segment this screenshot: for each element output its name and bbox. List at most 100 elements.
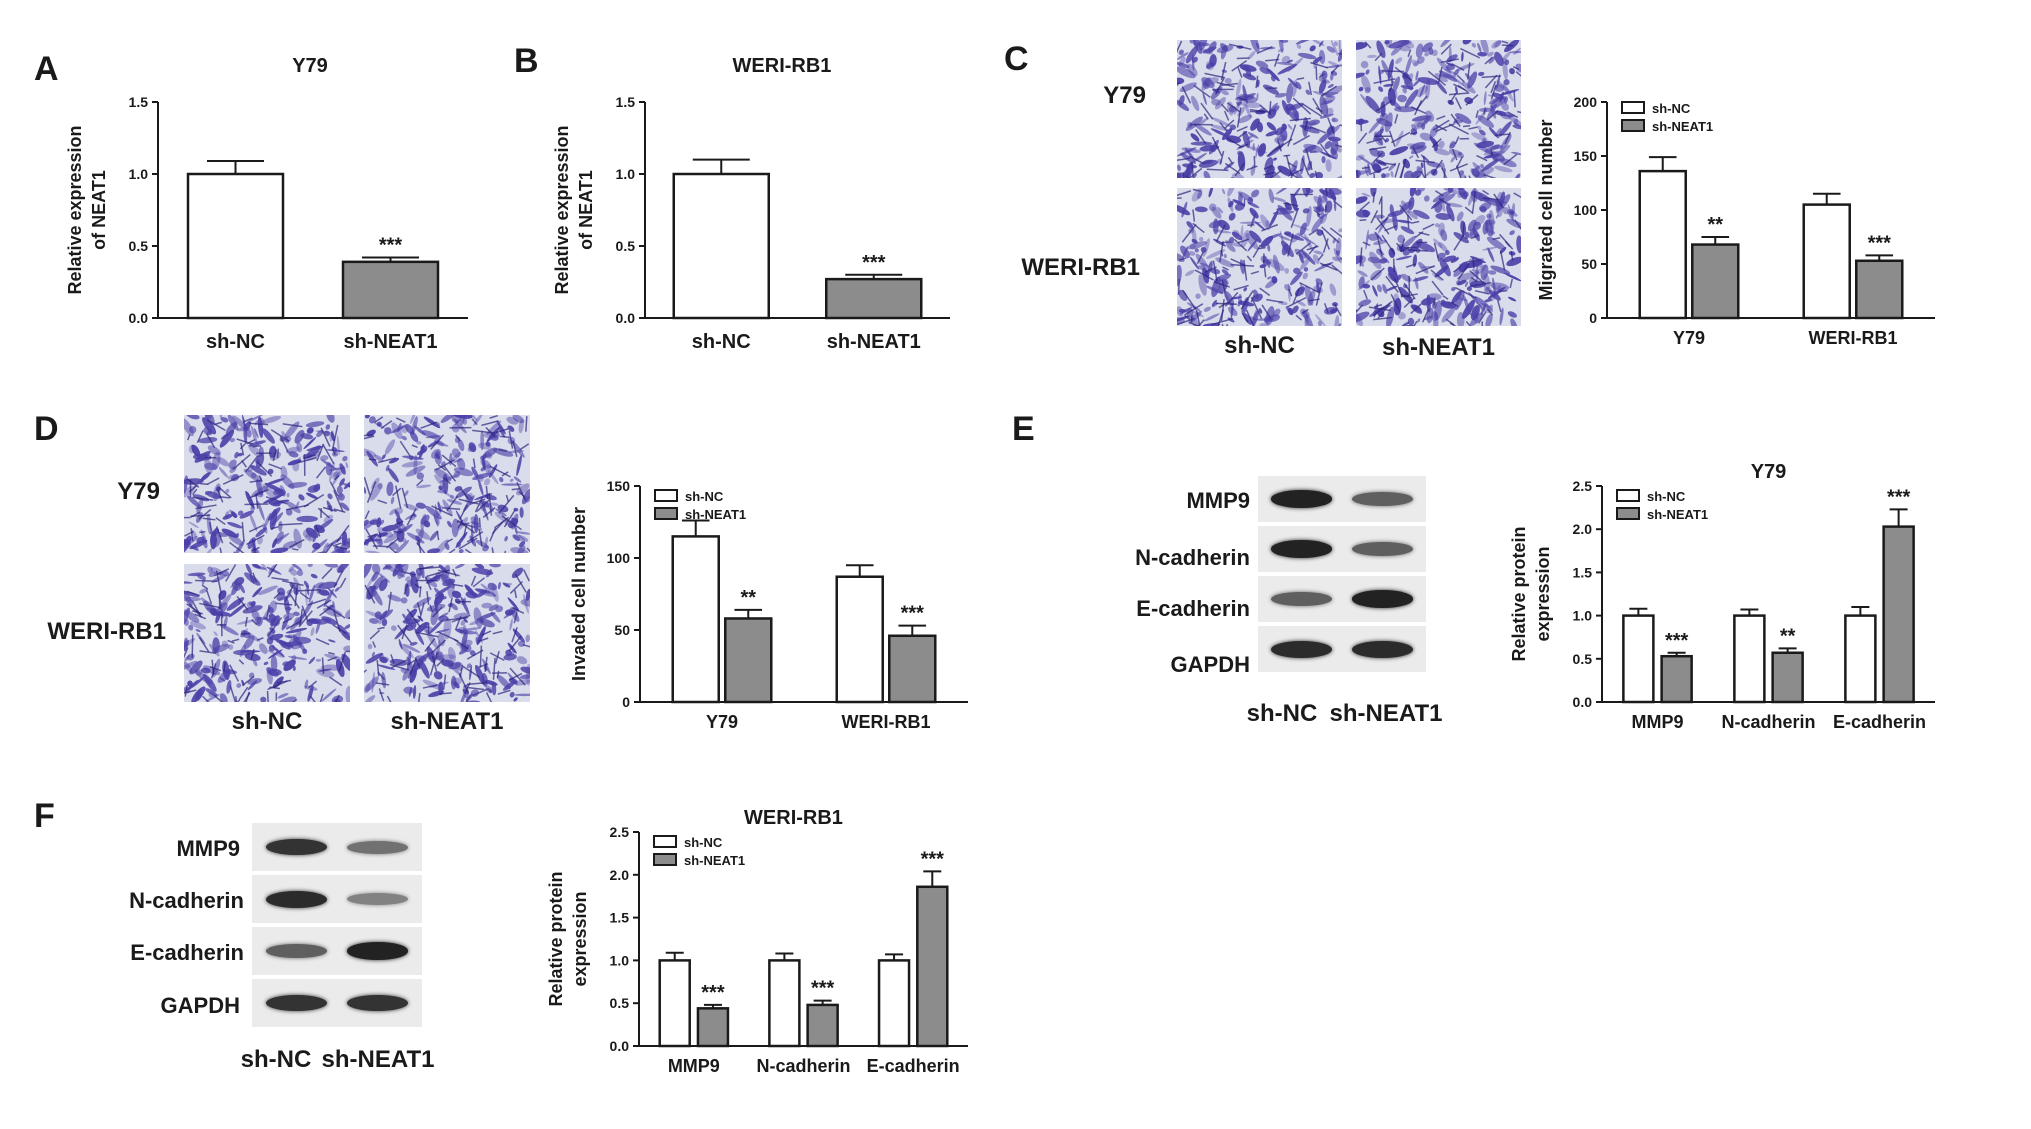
legend-swatch-f [653,835,677,848]
y-tick-label-c: 100 [1574,202,1598,218]
panel-label-a: A [34,50,59,88]
y-tick-label-c: 0 [1589,310,1597,326]
panel-label-d: D [34,410,59,448]
micrograph-d-col-label-sh-nc: sh-NC [231,708,303,735]
blot-band [1271,592,1332,606]
panel-label-b: B [514,42,539,80]
blot-strip-mmp9 [252,823,422,871]
blot-strip-n-cadherin [1258,526,1426,572]
micrograph-d-y79-sh-neat1 [364,415,530,553]
y-tick-label-e: 2.5 [1573,478,1593,494]
blot-f-row-label-gapdh: GAPDH [160,993,240,1018]
blot-e-row-label-gapdh: GAPDH [1170,652,1250,677]
y-tick-label-d: 100 [607,550,631,566]
legend-swatch-c [1621,119,1645,132]
y-tick-label-f: 1.0 [610,952,630,968]
significance-label-f-e-cadherin-sh-neat1: *** [921,848,945,870]
y-tick-label-b: 0.5 [616,238,636,254]
legend-label-c: sh-NEAT1 [1652,119,1713,134]
x-tick-label-e: MMP9 [1631,712,1683,732]
x-tick-label-a: sh-NEAT1 [343,331,437,353]
bar-c-weri-rb1-sh-nc [1802,203,1851,320]
y-tick-label-c: 150 [1574,148,1598,164]
y-tick-label-a: 0.5 [129,238,149,254]
blot-e-row-label-e-cadherin: E-cadherin [1136,596,1250,621]
significance-label-d-weri-rb1-sh-neat1: *** [901,603,925,625]
y-tick-label-d: 50 [614,622,630,638]
x-tick-label-b: sh-NEAT1 [827,331,921,353]
blot-band [265,890,327,908]
y-axis-label-d: Invaded cell number [569,507,589,681]
blot-e-col-label-sh-nc: sh-NC [1246,700,1318,727]
chart-title-b: WERI-RB1 [733,55,832,77]
blot-strip-mmp9 [1258,476,1426,522]
bar-e-mmp9-sh-nc [1622,614,1655,704]
y-tick-label-d: 150 [607,478,631,494]
significance-label-e-n-cadherin-sh-neat1: ** [1780,625,1796,647]
y-tick-label-e: 2.0 [1573,521,1593,537]
x-tick-label-c: Y79 [1673,328,1705,348]
blot-band [347,893,409,905]
legend-swatch-e [1616,507,1640,520]
y-tick-label-b: 1.5 [616,94,636,110]
bar-f-e-cadherin-sh-nc [877,959,911,1048]
bar-e-e-cadherin-sh-neat1 [1882,525,1915,704]
y-axis-label-a: of NEAT1 [89,170,109,250]
micrograph-c-col-label-sh-neat1: sh-NEAT1 [1382,334,1495,361]
legend-label-f: sh-NEAT1 [684,853,745,868]
blot-strip-gapdh [252,979,422,1027]
panel-label-c: C [1004,40,1029,78]
bar-f-n-cadherin-sh-neat1 [806,1003,839,1048]
micrograph-d-weri-rb1-sh-neat1 [364,564,530,702]
bar-b-sh-nc [672,172,770,320]
y-tick-label-e: 1.0 [1573,608,1593,624]
bar-d-weri-rb1-sh-nc [835,575,884,704]
y-tick-label-a: 1.0 [129,166,149,182]
legend-label-e: sh-NC [1647,489,1686,504]
blot-strip-e-cadherin [1258,576,1426,622]
legend-label-e: sh-NEAT1 [1647,507,1708,522]
blot-band [347,994,409,1012]
y-tick-label-a: 0.0 [129,310,149,326]
blot-f-row-label-n-cadherin: N-cadherin [129,888,244,913]
bar-d-y79-sh-neat1 [724,617,773,704]
bar-f-e-cadherin-sh-neat1 [916,885,949,1048]
chart-title-e: Y79 [1751,461,1787,483]
micrograph-d-weri-rb1-sh-nc [184,564,350,702]
significance-label-c-weri-rb1-sh-neat1: *** [1868,232,1892,254]
y-tick-label-a: 1.5 [129,94,149,110]
y-axis-label-c: Migrated cell number [1536,119,1556,300]
blot-strip-n-cadherin [252,875,422,923]
bar-f-mmp9-sh-neat1 [696,1007,730,1048]
y-tick-label-e: 1.5 [1573,564,1593,580]
y-tick-label-c: 200 [1574,94,1598,110]
blot-e-row-label-n-cadherin: N-cadherin [1135,545,1250,570]
blot-band [1271,540,1332,558]
bar-d-y79-sh-nc [671,535,720,704]
x-tick-label-d: Y79 [706,712,738,732]
bar-e-mmp9-sh-neat1 [1660,654,1693,704]
y-tick-label-f: 2.0 [610,867,630,883]
micrograph-c-weri-rb1-sh-neat1 [1356,188,1521,326]
micrograph-d-row-label-weri-rb1: WERI-RB1 [47,618,166,645]
blot-band [1352,640,1413,658]
micrograph-c-y79-sh-nc [1177,40,1342,178]
blot-band [1352,590,1413,608]
significance-label-d-y79-sh-neat1: ** [740,587,756,609]
bar-e-n-cadherin-sh-neat1 [1771,651,1804,704]
blot-f-row-label-mmp9: MMP9 [176,836,240,861]
legend-swatch-d [654,507,678,520]
panel-label-e: E [1012,410,1035,448]
bar-a-sh-nc [186,172,285,320]
blot-strip-gapdh [1258,626,1426,672]
blot-band [1271,640,1332,658]
significance-label-a-sh-neat1: *** [379,235,403,257]
significance-label-e-e-cadherin-sh-neat1: *** [1887,486,1911,508]
blot-band [1352,492,1413,506]
y-axis-label-a: Relative expression [65,125,85,294]
blot-e-col-label-sh-neat1: sh-NEAT1 [1329,700,1443,727]
y-tick-label-c: 50 [1581,256,1597,272]
y-tick-label-f: 1.5 [610,910,630,926]
